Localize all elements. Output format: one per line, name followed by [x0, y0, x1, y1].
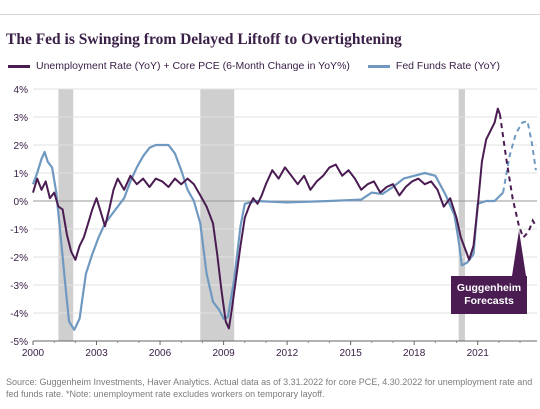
forecast-box: [451, 276, 527, 314]
y-tick-label: 2%: [14, 141, 29, 152]
source-note: Source: Guggenheim Investments, Haver An…: [6, 377, 533, 399]
legend-label-unemployment-pce: Unemployment Rate (YoY) + Core PCE (6-Mo…: [36, 60, 350, 72]
legend-label-fed-funds: Fed Funds Rate (YoY): [395, 60, 500, 72]
recession-band-1: [200, 89, 235, 341]
x-tick-label: 2018: [403, 348, 426, 359]
legend-swatch-blue: [367, 64, 390, 68]
x-tick-label: 2000: [22, 348, 45, 359]
series-line-unemployment-pce: [32, 107, 501, 330]
y-tick-label: -1%: [10, 225, 28, 236]
forecast-arrow: [512, 230, 526, 276]
legend: Unemployment Rate (YoY) + Core PCE (6-Mo…: [8, 60, 500, 72]
y-tick-label: -3%: [10, 281, 28, 292]
legend-item-unemployment-pce: Unemployment Rate (YoY) + Core PCE (6-Mo…: [8, 60, 350, 72]
y-tick-label: -5%: [10, 337, 28, 348]
y-tick-label: 0%: [14, 197, 29, 208]
x-tick-label: 2021: [467, 348, 490, 359]
x-tick-label: 2006: [149, 348, 172, 359]
x-tick-label: 2003: [85, 348, 108, 359]
legend-swatch-purple: [8, 64, 30, 68]
series-line-unemployment-pce-forecast: [498, 114, 537, 240]
x-tick-label: 2015: [340, 348, 363, 359]
y-tick-label: 3%: [14, 113, 29, 124]
recession-band-0: [58, 89, 74, 341]
x-tick-label: 2012: [276, 348, 299, 359]
forecast-annotation-text: Guggenheim: [457, 282, 521, 294]
x-tick-label: 2009: [212, 348, 235, 359]
y-tick-label: 4%: [14, 85, 29, 96]
y-tick-label: -4%: [10, 309, 28, 320]
series-line-fed-funds-forecast: [502, 119, 537, 193]
series-line-fed-funds: [31, 143, 504, 331]
recession-band-2: [458, 89, 465, 341]
forecast-annotation-text: Forecasts: [464, 295, 514, 307]
top-rule: [0, 14, 540, 15]
legend-item-fed-funds: Fed Funds Rate (YoY): [367, 60, 500, 72]
chart-title: The Fed is Swinging from Delayed Liftoff…: [6, 31, 402, 48]
y-tick-label: -2%: [10, 253, 28, 264]
y-tick-label: 1%: [14, 169, 29, 180]
